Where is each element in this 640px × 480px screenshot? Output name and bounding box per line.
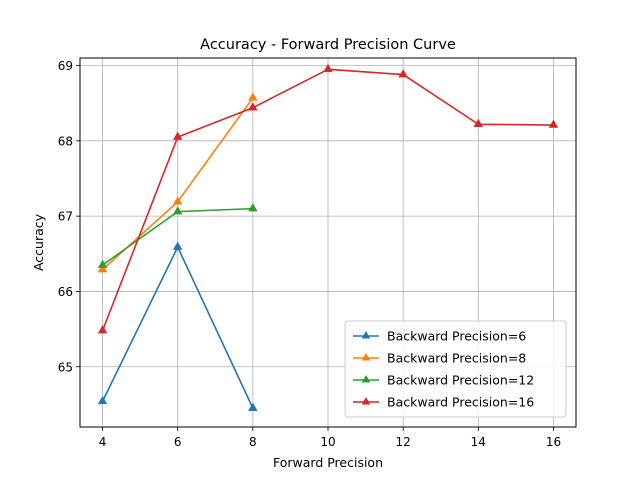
legend-entry-label: Backward Precision=6 (387, 329, 526, 344)
y-tick-label: 67 (58, 210, 73, 224)
series-group (97, 203, 258, 268)
data-point (248, 203, 258, 212)
data-point (97, 264, 108, 273)
legend-swatch-marker (361, 397, 371, 405)
data-point (172, 131, 183, 140)
x-tick-label: 14 (471, 435, 486, 449)
y-tick-label: 65 (58, 360, 73, 374)
legend-swatch-marker (361, 353, 371, 361)
legend-swatch-marker (361, 375, 371, 383)
data-point (172, 196, 183, 205)
series-group (97, 241, 258, 411)
data-point (548, 119, 559, 128)
data-point (97, 325, 108, 334)
data-point (172, 241, 183, 250)
y-tick-label: 69 (58, 59, 73, 73)
chart-title: Accuracy - Forward Precision Curve (200, 37, 456, 53)
legend-swatch-marker (361, 331, 371, 339)
y-axis-label: Accuracy (31, 213, 46, 271)
x-tick-label: 6 (174, 435, 182, 449)
data-point (323, 63, 333, 73)
data-point (248, 102, 258, 111)
series-group (97, 63, 559, 334)
data-point (398, 69, 408, 78)
x-axis-label: Forward Precision (273, 455, 383, 470)
data-point (97, 395, 108, 405)
legend-box (344, 320, 567, 418)
data-point (473, 118, 484, 128)
x-tick-label: 12 (396, 435, 411, 449)
legend-entry-label: Backward Precision=16 (387, 395, 534, 410)
legend-entry-label: Backward Precision=12 (387, 373, 534, 388)
x-tick-label: 8 (249, 435, 257, 449)
data-point (97, 259, 108, 268)
y-tick-label: 68 (58, 134, 73, 148)
legend-entry-label: Backward Precision=8 (387, 351, 526, 366)
data-point (248, 92, 258, 101)
y-tick-label: 66 (58, 285, 73, 299)
x-tick-label: 4 (99, 435, 107, 449)
x-tick-label: 10 (320, 435, 335, 449)
series-layer (97, 63, 559, 411)
legend: Backward Precision=6 Backward Precision=8… (344, 320, 567, 418)
x-tick-label: 16 (546, 435, 561, 449)
data-point (172, 206, 183, 215)
data-point (248, 402, 258, 411)
